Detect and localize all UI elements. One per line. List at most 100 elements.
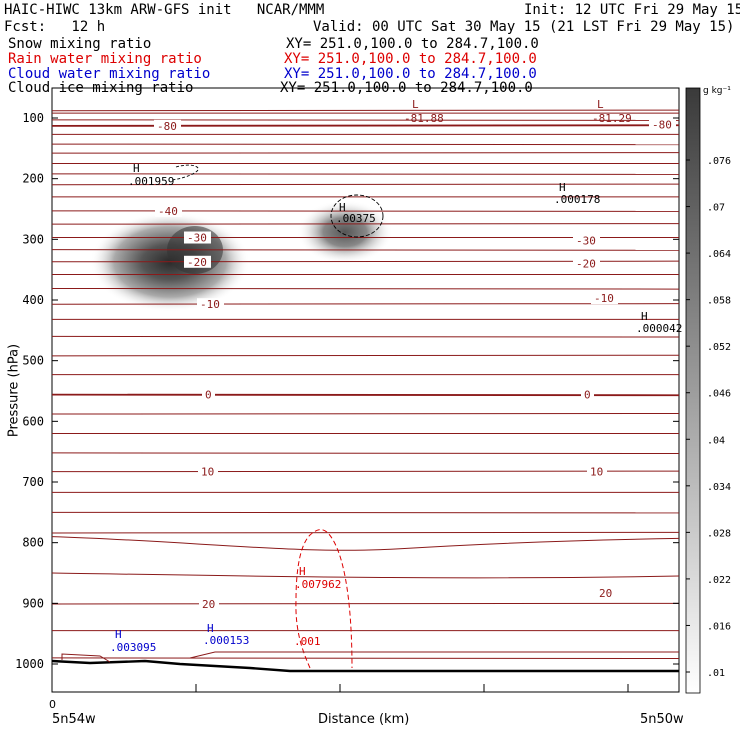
isotherm-line xyxy=(51,124,680,127)
isotherm-line xyxy=(51,119,680,121)
colorbar-tick-label: .01 xyxy=(707,668,725,679)
contour-label-bg xyxy=(587,465,607,478)
isotherm-line xyxy=(51,452,680,454)
field-snow-xy: XY= 251.0,100.0 to 284.7,100.0 xyxy=(286,36,539,52)
colorbar-tick-label: .07 xyxy=(707,203,725,214)
y-tick-label: 200 xyxy=(22,172,44,186)
isotherm-line xyxy=(51,260,680,263)
colorbar-tick-label: .016 xyxy=(707,621,731,632)
colorbar: .01 .016 .022 .028 .034 .04 .046 .052 .058 .064 .0… xyxy=(685,87,731,694)
isotherm-line xyxy=(51,173,680,175)
x-end-label: 5n50w xyxy=(640,712,684,727)
colorbar-tick-label: .028 xyxy=(707,528,731,539)
contour-label-bg xyxy=(202,388,215,401)
field-cloudwater-xy: XY= 251.0,100.0 to 284.7,100.0 xyxy=(284,66,537,82)
y-tick-label: 500 xyxy=(22,354,44,368)
isotherm-line xyxy=(51,335,680,338)
extremum-value: .003095 xyxy=(110,641,156,654)
surface-contour-west xyxy=(61,653,111,663)
extremum-value: -81.29 xyxy=(592,112,632,125)
snow-blob-west xyxy=(90,212,250,312)
snow-shading xyxy=(90,200,393,312)
isotherm-line xyxy=(51,531,680,534)
isotherm-line xyxy=(51,183,680,186)
isotherm-line xyxy=(51,223,680,225)
contour-label-bg xyxy=(573,234,600,247)
isotherm-label: -30 xyxy=(187,232,207,245)
chart-title: HAIC-HIWC 13km ARW-GFS init NCAR/MMM xyxy=(4,2,325,18)
y-axis-title: Pressure (hPa) xyxy=(6,343,22,438)
valid-time: Valid: 00 UTC Sat 30 May 15 (21 LST Fri … xyxy=(313,19,735,35)
isotherm-line xyxy=(51,210,680,212)
isotherm-line xyxy=(51,354,680,357)
contour-label-bg xyxy=(154,119,181,132)
contour-label-bg xyxy=(596,587,616,600)
terrain-line xyxy=(51,659,679,673)
isotherm-label: 0 xyxy=(584,389,591,402)
y-tick-label: 1000 xyxy=(15,657,44,671)
plot-frame xyxy=(51,87,680,693)
isotherm-label: 0 xyxy=(205,389,212,402)
extremum-marker: H xyxy=(559,181,566,194)
contour-label-bg xyxy=(581,388,594,401)
cloudice-contour-west xyxy=(171,164,199,181)
colorbar-tick-label: .04 xyxy=(707,435,725,446)
isotherm-label: -80 xyxy=(652,119,672,132)
extremum-value: .000178 xyxy=(554,193,600,206)
y-tick-label: 800 xyxy=(22,536,44,550)
x-tick-zero: 0 xyxy=(49,698,56,711)
x-axis-title: Distance (km) xyxy=(318,712,410,727)
rain-contour xyxy=(295,529,353,669)
colorbar-tick-label: .034 xyxy=(707,482,731,493)
isotherm-line xyxy=(51,572,680,579)
snow-blob-west-core xyxy=(167,226,223,274)
field-rain-label: Rain water mixing ratio xyxy=(8,51,202,67)
isotherm-line xyxy=(51,657,680,660)
contour-label-bg xyxy=(155,204,182,217)
field-cloudice-xy: XY= 251.0,100.0 to 284.7,100.0 xyxy=(280,80,533,96)
isotherm-label: -10 xyxy=(594,292,614,305)
extremum-value: .000153 xyxy=(203,634,249,647)
isotherm-label: 20 xyxy=(599,587,612,600)
isotherm-line xyxy=(51,249,680,251)
extremum-value: .007962 xyxy=(295,578,341,591)
y-tick-label: 100 xyxy=(22,111,44,125)
isotherm-label: -20 xyxy=(576,258,596,271)
isotherm-label: 10 xyxy=(590,466,603,479)
y-tick-label: 300 xyxy=(22,232,44,246)
contour-label-bg xyxy=(198,465,218,478)
field-cloudwater-label: Cloud water mixing ratio xyxy=(8,66,211,82)
y-tick-label: 400 xyxy=(22,293,44,307)
contour-label-bg xyxy=(591,292,618,305)
isotherm-line xyxy=(51,393,680,397)
isotherm-label: -10 xyxy=(200,298,220,311)
extremum-marker: L xyxy=(412,98,419,111)
isotherm-line xyxy=(51,303,680,305)
colorbar-tick-label: .058 xyxy=(707,296,731,307)
colorbar-unit: g kg⁻¹ xyxy=(703,86,731,96)
isotherm-line xyxy=(51,152,680,154)
surface-contour-east xyxy=(189,651,679,659)
isotherm-line xyxy=(51,602,680,605)
colorbar-body xyxy=(685,87,701,694)
extremum-marker: H xyxy=(207,622,214,635)
extremum-value: .000042 xyxy=(636,322,682,335)
colorbar-tick-label: .022 xyxy=(707,575,731,586)
isotherm-label: 20 xyxy=(202,598,215,611)
isotherm-line xyxy=(51,109,680,112)
isotherm-label: -40 xyxy=(158,205,178,218)
extremum-marker: H xyxy=(133,162,140,175)
colorbar-tick-label: .052 xyxy=(707,342,731,353)
x-start-label: 5n54w xyxy=(52,712,96,727)
contour-label-bg xyxy=(197,298,224,311)
contour-label-bg xyxy=(649,118,676,131)
extremum-marker: H xyxy=(299,565,306,578)
contour-label-bg xyxy=(199,597,219,610)
forecast-hour: Fcst: 12 h xyxy=(4,19,106,35)
extremum-marker: H xyxy=(115,628,122,641)
isotherm-label: -20 xyxy=(187,256,207,269)
colorbar-ticks: .01 .016 .022 .028 .034 .04 .046 .052 .058 .064 .0… xyxy=(686,156,731,679)
colorbar-tick-label: .064 xyxy=(707,249,731,260)
